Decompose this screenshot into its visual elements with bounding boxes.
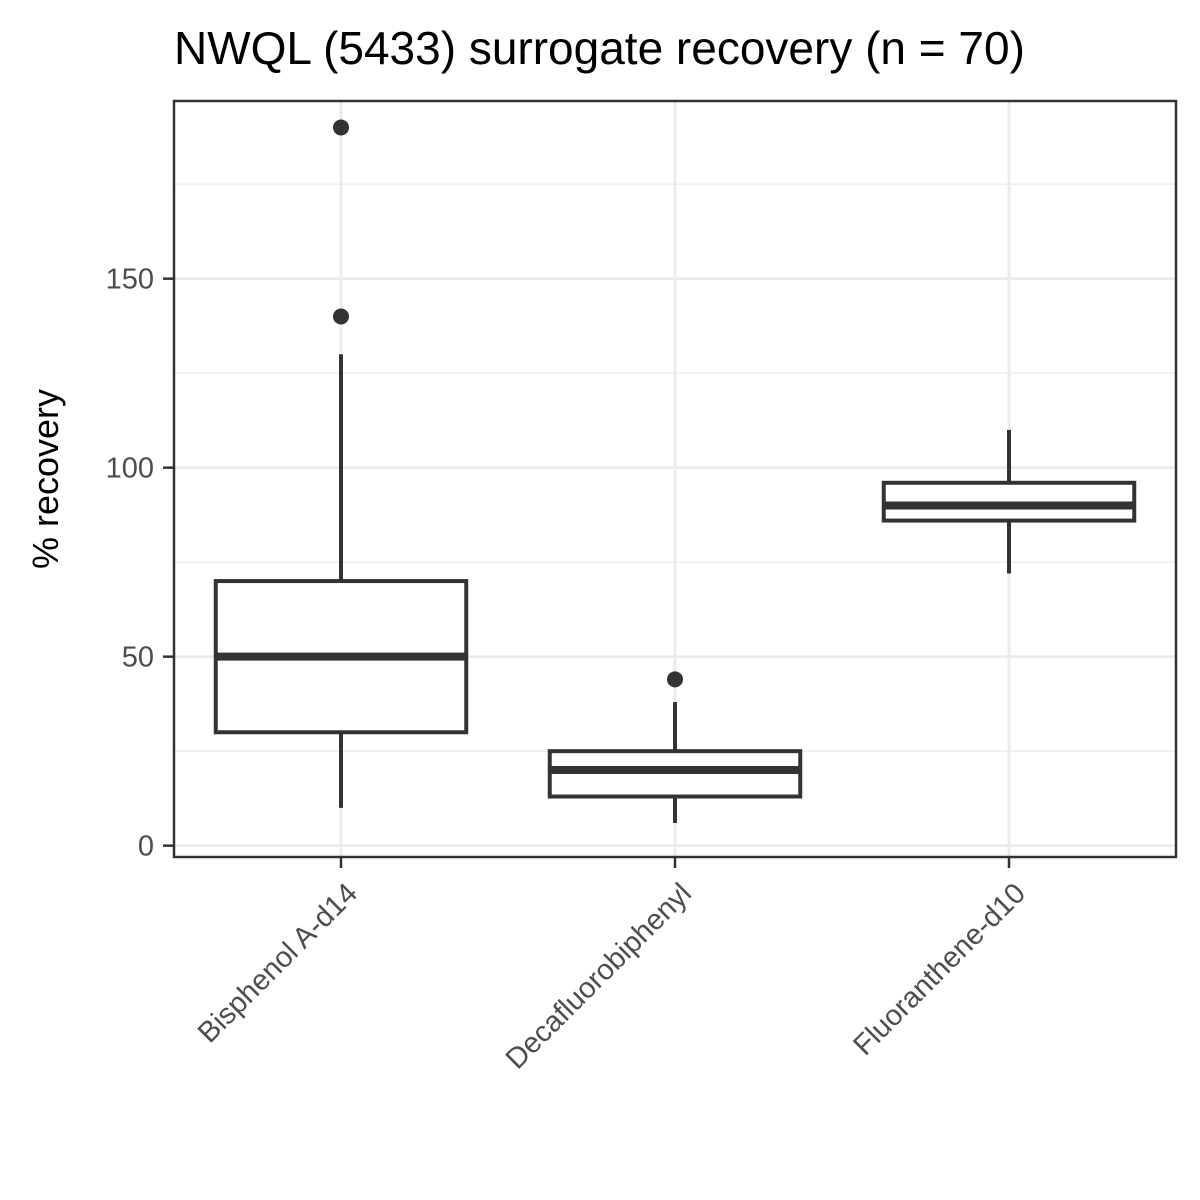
x-tick-label: Decafluorobiphenyl [500, 877, 698, 1075]
chart-title: NWQL (5433) surrogate recovery (n = 70) [174, 22, 1025, 74]
y-axis-title: % recovery [25, 389, 66, 569]
box-bisphenol-a-d14 [213, 119, 469, 808]
boxes [213, 119, 1137, 823]
x-tick-label: Fluoranthene-d10 [847, 877, 1032, 1062]
y-tick-label: 0 [138, 831, 154, 863]
y-tick-label: 50 [122, 642, 154, 674]
x-tick-label: Bisphenol A-d14 [192, 877, 364, 1049]
y-axis: 0 50 100 150 [106, 264, 174, 863]
outlier-point [333, 308, 349, 325]
box-fluoranthene-d10 [881, 429, 1137, 574]
x-axis: Bisphenol A-d14 Decafluorobiphenyl Fluoran… [192, 857, 1032, 1076]
y-tick-label: 100 [106, 453, 154, 485]
outlier-point [667, 671, 683, 688]
y-tick-label: 150 [106, 264, 154, 296]
outlier-point [333, 119, 349, 136]
box-decafluorobiphenyl [547, 671, 803, 823]
